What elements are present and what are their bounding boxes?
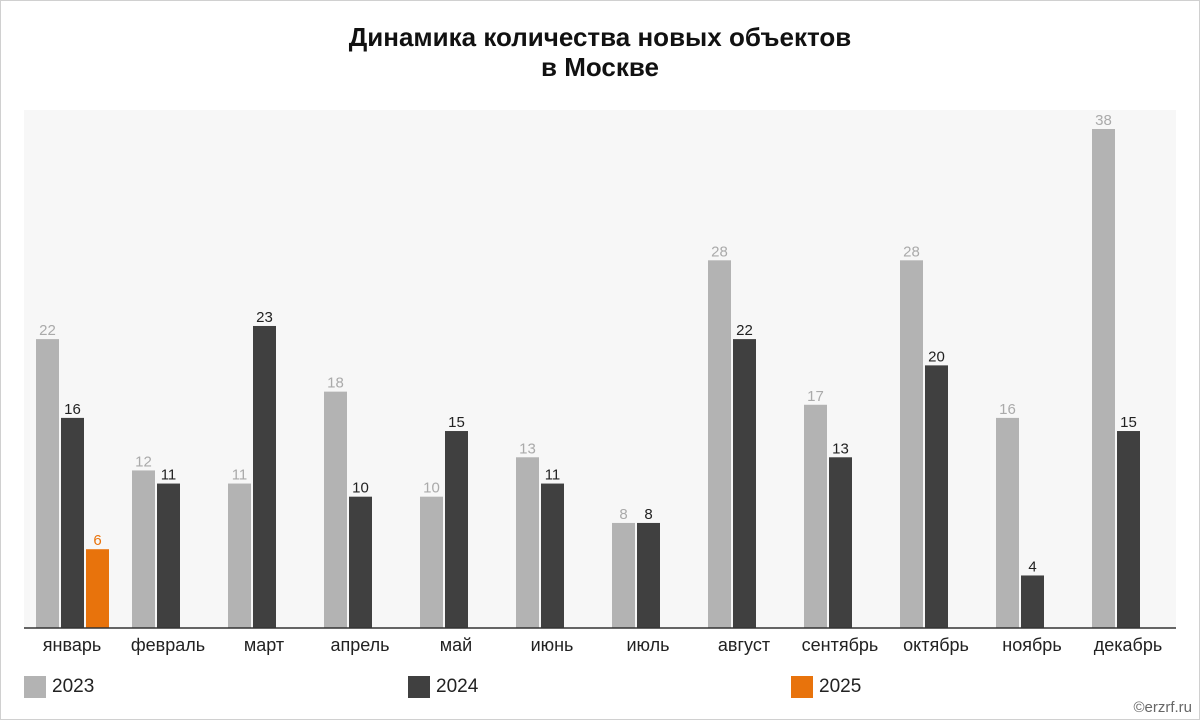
- data-label-2024-9: 13: [832, 440, 849, 457]
- bar-2023-4: [324, 391, 347, 628]
- data-label-2023-10: 28: [903, 243, 920, 260]
- x-tick-label-6: июнь: [531, 635, 574, 655]
- data-label-2024-11: 4: [1028, 558, 1036, 575]
- bar-2025-1: [86, 549, 109, 628]
- bar-2024-8: [733, 339, 756, 628]
- bar-2024-10: [925, 365, 948, 628]
- legend-item-2024: 2024: [408, 676, 478, 698]
- data-label-2024-1: 16: [64, 401, 81, 418]
- data-label-2023-6: 13: [519, 440, 536, 457]
- data-label-2024-5: 15: [448, 414, 465, 431]
- x-tick-label-8: август: [718, 635, 770, 655]
- bar-2024-12: [1117, 431, 1140, 628]
- bar-2023-5: [420, 496, 443, 628]
- data-label-2024-12: 15: [1120, 414, 1137, 431]
- x-tick-label-2: февраль: [131, 635, 205, 655]
- bar-2023-9: [804, 404, 827, 628]
- bar-2024-1: [61, 417, 84, 628]
- bar-2024-11: [1021, 575, 1044, 628]
- legend-swatch-2025: [791, 676, 813, 698]
- bar-2024-5: [445, 431, 468, 628]
- bar-2023-6: [516, 457, 539, 628]
- legend-swatch-2023: [24, 676, 46, 698]
- x-tick-label-3: март: [244, 635, 284, 655]
- legend-item-2023: 2023: [24, 676, 94, 698]
- x-tick-label-9: сентябрь: [802, 635, 879, 655]
- data-label-2023-12: 38: [1095, 112, 1112, 129]
- data-label-2024-2: 11: [161, 467, 177, 484]
- bar-2023-12: [1092, 129, 1115, 628]
- data-label-2023-8: 28: [711, 243, 728, 260]
- data-label-2023-7: 8: [619, 506, 627, 523]
- bar-2023-11: [996, 417, 1019, 628]
- bar-2024-4: [349, 496, 372, 628]
- data-label-2025-1: 6: [93, 532, 101, 549]
- title-line-1: Динамика количества новых объектов: [348, 22, 852, 52]
- legend-label-2025: 2025: [819, 676, 862, 697]
- data-label-2024-6: 11: [545, 467, 561, 484]
- bar-2023-7: [612, 522, 635, 628]
- bar-2024-9: [829, 457, 852, 628]
- x-tick-label-5: май: [440, 635, 472, 655]
- chart-title: Динамика количества новых объектов в Мос…: [0, 22, 1200, 82]
- source-watermark: ©erzrf.ru: [1133, 699, 1192, 716]
- x-tick-label-12: декабрь: [1094, 635, 1163, 655]
- data-label-2023-4: 18: [327, 375, 344, 392]
- bar-2023-1: [36, 339, 59, 628]
- bar-2024-7: [637, 522, 660, 628]
- legend-swatch-2024: [408, 676, 430, 698]
- x-tick-label-7: июль: [626, 635, 669, 655]
- plot-area: [24, 110, 1176, 628]
- title-line-2: в Москве: [541, 52, 659, 82]
- legend-label-2023: 2023: [52, 676, 95, 697]
- bar-2023-8: [708, 260, 731, 628]
- data-label-2024-3: 23: [256, 309, 273, 326]
- data-label-2024-7: 8: [644, 506, 652, 523]
- data-label-2024-8: 22: [736, 322, 753, 339]
- data-label-2023-9: 17: [807, 388, 824, 405]
- x-tick-label-11: ноябрь: [1002, 635, 1061, 655]
- data-label-2023-11: 16: [999, 401, 1016, 418]
- bar-2023-3: [228, 483, 251, 628]
- x-tick-label-4: апрель: [330, 635, 389, 655]
- x-tick-label-10: октябрь: [903, 635, 969, 655]
- bar-2023-2: [132, 470, 155, 628]
- data-label-2024-4: 10: [352, 480, 369, 497]
- data-label-2024-10: 20: [928, 348, 945, 365]
- bar-2024-2: [157, 483, 180, 628]
- legend-item-2025: 2025: [791, 676, 861, 698]
- data-label-2023-3: 11: [232, 467, 248, 484]
- legend-label-2024: 2024: [436, 676, 479, 697]
- data-label-2023-5: 10: [423, 480, 440, 497]
- data-label-2023-1: 22: [39, 322, 56, 339]
- bar-2023-10: [900, 260, 923, 628]
- data-label-2023-2: 12: [135, 453, 152, 470]
- bar-2024-3: [253, 325, 276, 628]
- bar-2024-6: [541, 483, 564, 628]
- x-tick-label-1: январь: [43, 635, 101, 655]
